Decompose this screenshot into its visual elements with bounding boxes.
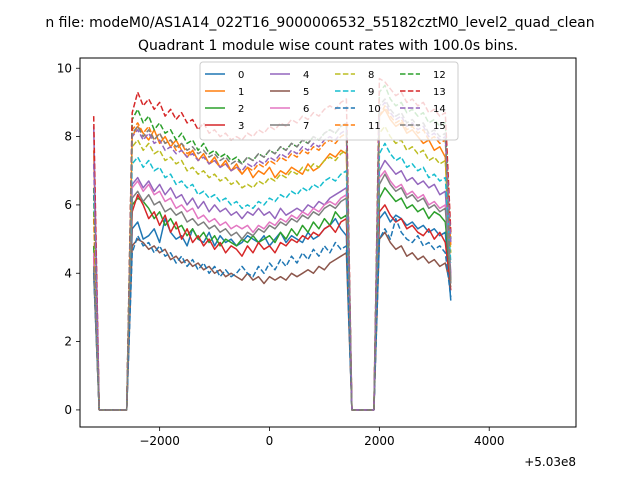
y-tick-label: 10 (57, 61, 72, 75)
series-line-7 (92, 173, 452, 411)
series-line-9 (92, 142, 452, 411)
legend-label-14: 14 (433, 104, 446, 115)
chart-title: Quadrant 1 module wise count rates with … (138, 38, 518, 54)
legend-label-3: 3 (238, 121, 244, 132)
legend-label-13: 13 (433, 87, 446, 98)
series-line-8 (92, 125, 452, 411)
legend-label-11: 11 (368, 121, 381, 132)
series-line-5 (92, 231, 452, 411)
x-tick-label: 4000 (474, 434, 505, 448)
legend-frame (199, 61, 459, 141)
plot-frame (79, 57, 577, 428)
y-tick-label: 2 (64, 335, 72, 349)
legend-label-10: 10 (368, 104, 381, 115)
series-line-14 (92, 101, 452, 411)
figure-suptitle: n file: modeM0/AS1A14_022T16_9000006532_… (45, 15, 594, 31)
x-tick-label: −2000 (139, 434, 180, 448)
legend-label-7: 7 (303, 121, 309, 132)
y-tick-label: 6 (64, 198, 72, 212)
legend-label-4: 4 (303, 70, 309, 81)
legend-label-15: 15 (433, 121, 446, 132)
legend-label-0: 0 (238, 70, 244, 81)
y-tick-label: 8 (64, 130, 72, 144)
x-axis: −2000 0 2000 4000 (139, 427, 504, 448)
legend-label-5: 5 (303, 87, 309, 98)
series-line-3 (92, 193, 452, 411)
x-offset-label: +5.03e8 (524, 455, 576, 469)
y-tick-label: 4 (64, 266, 72, 280)
legend-label-6: 6 (303, 104, 309, 115)
legend-label-1: 1 (238, 87, 244, 98)
series-line-1 (92, 108, 452, 411)
x-tick-label: 2000 (364, 434, 395, 448)
y-tick-label: 0 (64, 403, 72, 417)
series-line-2 (92, 187, 452, 411)
series-line-4 (92, 126, 452, 411)
series-line-6 (92, 170, 452, 411)
legend-label-12: 12 (433, 70, 446, 81)
y-axis: 0 2 4 6 8 10 (57, 61, 80, 417)
legend-label-8: 8 (368, 70, 374, 81)
legend-label-9: 9 (368, 87, 374, 98)
legend-label-2: 2 (238, 104, 244, 115)
series-line-10 (92, 217, 452, 411)
series-line-0 (92, 211, 452, 411)
x-tick-label: 0 (266, 434, 274, 448)
